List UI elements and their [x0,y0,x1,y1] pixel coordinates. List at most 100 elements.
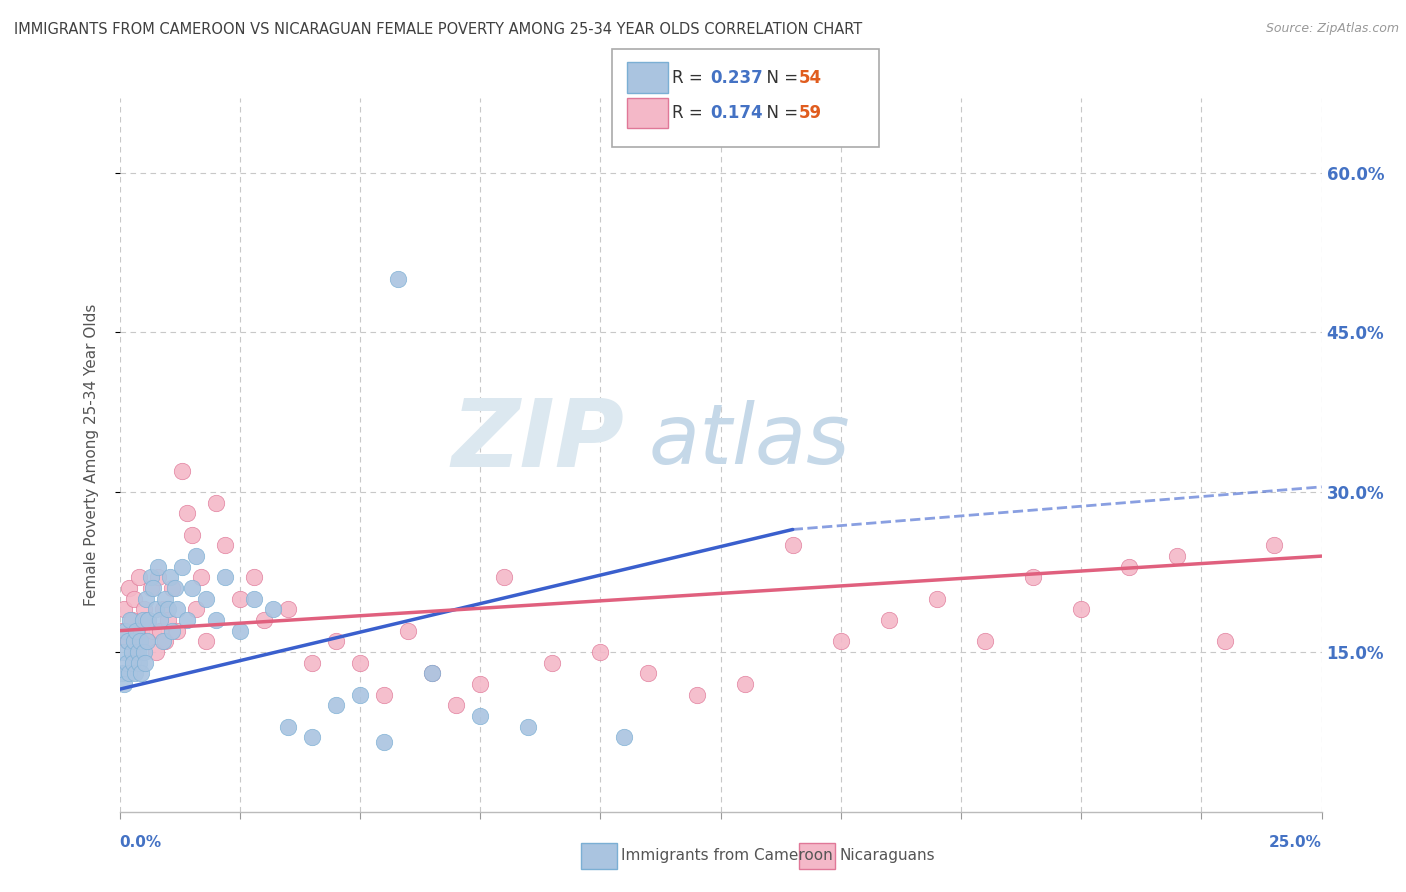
Text: 59: 59 [799,104,821,122]
Point [253,613,276,627]
Point [135,591,157,606]
Point [387,272,409,286]
Point [373,688,395,702]
Point [1166,549,1188,563]
Point [153,591,176,606]
Point [186,549,208,563]
Point [118,581,141,595]
Point [129,666,152,681]
Text: Source: ZipAtlas.com: Source: ZipAtlas.com [1265,22,1399,36]
Point [613,730,636,744]
Point [166,624,188,638]
Point [163,581,186,595]
Point [195,634,218,648]
Point [468,677,492,691]
Point [125,624,148,638]
Text: 0.0%: 0.0% [120,836,162,850]
Point [420,666,443,681]
Point [782,538,804,552]
Point [156,613,179,627]
Point [494,570,516,584]
Point [145,645,167,659]
Point [139,570,162,584]
Point [139,581,162,595]
Text: N =: N = [756,104,804,122]
Point [277,719,299,733]
Point [127,645,149,659]
Point [349,656,371,670]
Point [176,613,198,627]
Point [135,634,157,648]
Point [170,559,193,574]
Point [420,666,443,681]
Point [637,666,659,681]
Point [396,624,419,638]
Point [111,666,134,681]
Point [128,634,150,648]
Point [111,624,134,638]
Point [228,591,250,606]
Point [877,613,900,627]
Point [129,624,152,638]
Point [122,656,145,670]
Point [121,613,143,627]
Text: IMMIGRANTS FROM CAMEROON VS NICARAGUAN FEMALE POVERTY AMONG 25-34 YEAR OLDS CORR: IMMIGRANTS FROM CAMEROON VS NICARAGUAN F… [14,22,862,37]
Point [153,634,176,648]
Point [1022,570,1045,584]
Point [262,602,284,616]
Point [115,656,138,670]
Point [243,591,266,606]
Point [243,570,266,584]
Point [136,634,159,648]
Point [204,496,226,510]
Text: 0.237: 0.237 [710,69,763,87]
Point [734,677,756,691]
Point [132,645,155,659]
Point [349,688,371,702]
Text: 54: 54 [799,69,821,87]
Point [1070,602,1092,616]
Point [214,538,236,552]
Point [152,634,174,648]
Point [124,666,146,681]
Point [142,581,165,595]
Point [121,645,143,659]
Point [176,507,198,521]
Point [468,709,492,723]
Point [138,613,160,627]
Point [122,591,145,606]
Point [149,613,172,627]
Point [180,581,202,595]
Point [195,591,218,606]
Point [180,528,202,542]
Text: R =: R = [672,104,709,122]
Point [131,613,153,627]
Text: Nicaraguans: Nicaraguans [839,848,935,863]
Point [541,656,564,670]
Point [120,613,142,627]
Point [1118,559,1140,574]
Point [301,656,323,670]
Point [122,634,145,648]
Point [146,559,169,574]
Text: R =: R = [672,69,709,87]
Point [170,464,193,478]
Text: 25.0%: 25.0% [1268,836,1322,850]
Point [145,602,167,616]
Point [925,591,948,606]
Point [214,570,236,584]
Point [1215,634,1237,648]
Point [156,602,179,616]
Point [162,581,184,595]
Point [114,624,136,638]
Point [373,735,395,749]
Text: 0.174: 0.174 [710,104,762,122]
Point [138,613,160,627]
Point [132,602,155,616]
Point [517,719,540,733]
Text: ZIP: ZIP [451,394,624,487]
Point [325,698,347,713]
Point [166,602,188,616]
Point [277,602,299,616]
Point [1263,538,1285,552]
